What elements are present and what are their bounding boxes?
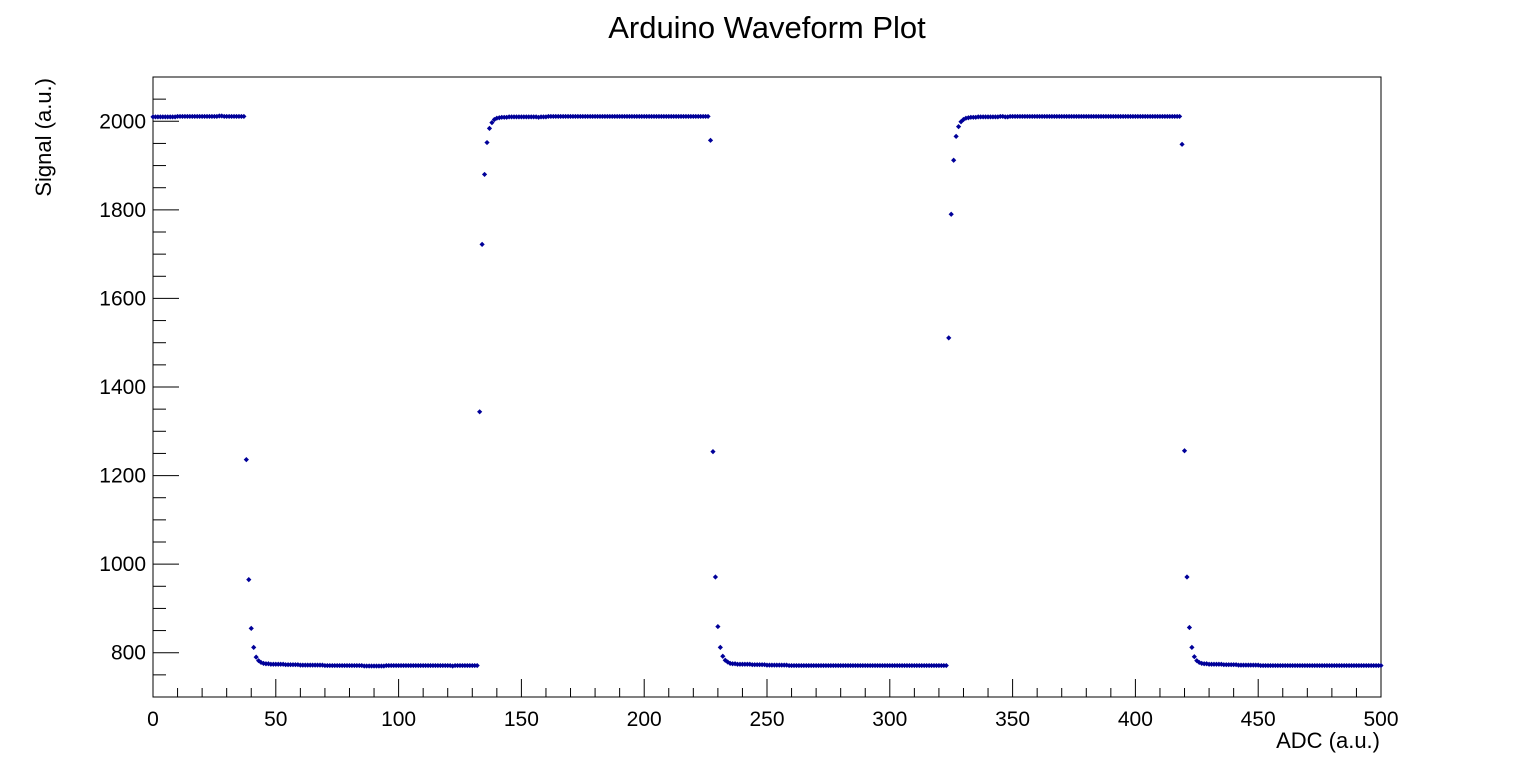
data-point — [710, 449, 716, 455]
data-point — [243, 457, 249, 463]
y-tick-label: 1400 — [99, 376, 146, 399]
data-point — [717, 644, 723, 650]
data-point — [447, 662, 453, 669]
data-point — [248, 625, 254, 631]
x-tick-label: 300 — [872, 708, 907, 731]
chart-title: Arduino Waveform Plot — [608, 10, 926, 45]
data-point — [260, 660, 267, 666]
data-point — [484, 139, 490, 146]
x-tick-label: 250 — [749, 708, 784, 731]
data-point — [253, 654, 259, 660]
data-point — [450, 663, 456, 669]
data-point — [265, 661, 272, 667]
data-point — [481, 171, 488, 178]
data-points — [150, 113, 1384, 669]
data-point — [727, 660, 733, 666]
data-point — [1186, 624, 1193, 631]
data-point — [948, 211, 954, 217]
data-point — [705, 113, 711, 120]
data-point — [784, 662, 790, 668]
data-point — [491, 116, 497, 123]
data-point — [1204, 661, 1210, 667]
x-tick-label: 100 — [381, 708, 416, 731]
x-tick-label: 0 — [147, 708, 159, 731]
data-point — [359, 662, 365, 669]
x-tick-label: 200 — [627, 708, 662, 731]
y-axis-ticks: 800 1000 1200 1400 1600 1800 2000 — [99, 76, 179, 698]
y-tick-label: 1000 — [99, 553, 146, 576]
data-point — [1378, 662, 1384, 669]
data-point — [1191, 654, 1197, 660]
y-tick-label: 1600 — [99, 287, 146, 310]
data-point — [965, 115, 971, 121]
data-point — [953, 133, 959, 139]
x-tick-label: 400 — [1118, 708, 1153, 731]
x-tick-label: 50 — [264, 708, 287, 731]
data-point — [474, 662, 480, 669]
data-point — [720, 653, 726, 659]
y-tick-label: 2000 — [99, 110, 146, 133]
data-point — [1184, 574, 1190, 580]
data-point — [722, 657, 728, 663]
y-tick-label: 1200 — [99, 465, 146, 488]
y-tick-label: 800 — [111, 642, 146, 665]
y-axis-label: Signal (a.u.) — [31, 78, 56, 197]
data-point — [494, 115, 500, 121]
data-point — [477, 409, 483, 415]
data-point — [951, 157, 957, 163]
data-point — [280, 661, 286, 667]
data-point — [960, 116, 967, 123]
x-tick-label: 450 — [1241, 708, 1276, 731]
plot-frame — [152, 76, 1382, 698]
x-axis-label: ADC (a.u.) — [1276, 728, 1380, 753]
data-point — [496, 115, 502, 121]
data-point — [963, 115, 969, 121]
data-point — [946, 335, 952, 341]
x-tick-label: 500 — [1363, 708, 1398, 731]
data-point — [486, 125, 493, 131]
data-point — [1177, 113, 1183, 120]
data-point — [715, 623, 721, 630]
data-point — [258, 659, 264, 666]
data-point — [535, 114, 542, 120]
data-point — [747, 661, 753, 667]
x-tick-label: 350 — [995, 708, 1030, 731]
data-point — [479, 241, 485, 247]
y-tick-label: 1800 — [99, 199, 146, 222]
data-point — [533, 114, 539, 120]
data-point — [1179, 141, 1185, 147]
data-point — [707, 137, 714, 143]
data-point — [1181, 448, 1188, 454]
x-tick-label: 150 — [504, 708, 539, 731]
data-point — [256, 658, 262, 664]
data-point — [489, 120, 495, 126]
data-point — [732, 661, 738, 667]
data-point — [1189, 644, 1195, 650]
x-axis-ticks: 0 50 100 150 200 250 300 350 400 450 500 — [147, 679, 1399, 731]
data-point — [241, 113, 247, 120]
data-point — [246, 577, 252, 583]
data-point — [319, 662, 326, 668]
data-point — [943, 662, 949, 669]
data-point — [251, 644, 257, 650]
data-point — [712, 574, 719, 580]
data-point — [725, 659, 731, 665]
data-point — [1005, 114, 1011, 120]
data-point — [958, 119, 964, 125]
data-point — [1255, 662, 1261, 668]
data-point — [955, 124, 962, 130]
